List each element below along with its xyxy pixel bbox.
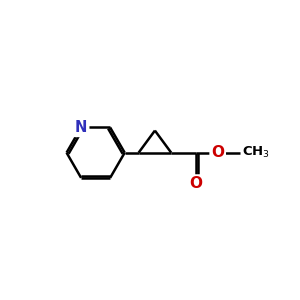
Text: O: O <box>189 176 202 191</box>
Text: CH$_3$: CH$_3$ <box>242 145 270 160</box>
Text: O: O <box>211 145 224 160</box>
Text: N: N <box>75 120 87 135</box>
